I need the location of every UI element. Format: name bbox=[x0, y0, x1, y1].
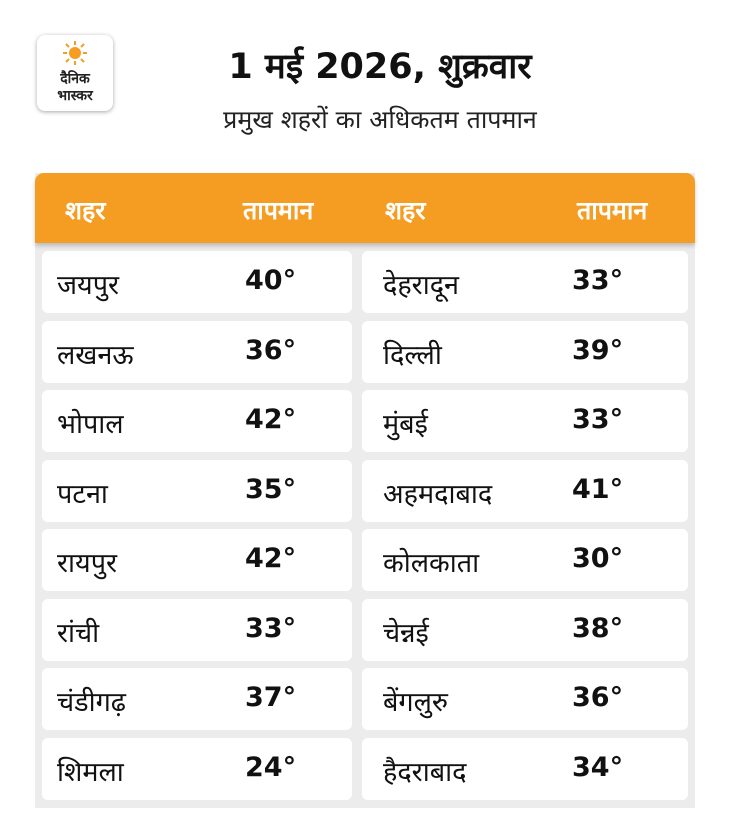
city: हैदराबाद bbox=[383, 756, 467, 788]
temperature: 42° bbox=[245, 543, 297, 574]
city: दिल्ली bbox=[383, 339, 442, 371]
row-cell: दिल्ली 39° bbox=[362, 320, 688, 383]
row-cell: कोलकाता 30° bbox=[362, 529, 688, 591]
city: भोपाल bbox=[57, 409, 124, 440]
city: बेंगलुरु bbox=[383, 687, 449, 718]
city: लखनऊ bbox=[57, 339, 134, 371]
city: देहरादून bbox=[383, 270, 460, 301]
row-cell: पटना 35° bbox=[42, 459, 352, 522]
row-cell: शिमला 24° bbox=[42, 737, 352, 800]
temperature: 33° bbox=[572, 265, 624, 296]
column-header: तापमान bbox=[577, 196, 648, 225]
temperature: 37° bbox=[245, 682, 297, 713]
temperature: 33° bbox=[245, 612, 297, 644]
logo-text: भास्कर bbox=[57, 88, 93, 104]
row-cell: हैदराबाद 34° bbox=[362, 737, 688, 800]
row-cell: रायपुर 42° bbox=[42, 529, 352, 591]
table-header: शहर तापमान शहर तापमान bbox=[35, 173, 695, 243]
temperature: 41° bbox=[572, 473, 624, 505]
logo-sun bbox=[63, 41, 87, 65]
temperature: 42° bbox=[245, 404, 297, 435]
temperature: 38° bbox=[572, 612, 624, 644]
city: पटना bbox=[57, 478, 108, 510]
city: मुंबई bbox=[383, 409, 428, 440]
row-cell: अहमदाबाद 41° bbox=[362, 459, 688, 522]
column-header: शहर bbox=[385, 196, 426, 225]
row-cell: मुंबई 33° bbox=[362, 390, 688, 452]
row-cell: जयपुर 40° bbox=[42, 251, 352, 313]
city: शिमला bbox=[57, 756, 124, 788]
logo-text: दैनिक bbox=[60, 71, 90, 87]
row-cell: चंडीगढ़ 37° bbox=[42, 668, 352, 730]
temperature: 24° bbox=[245, 751, 297, 783]
city: कोलकाता bbox=[383, 548, 480, 579]
temperature: 34° bbox=[572, 751, 624, 783]
temperature: 36° bbox=[572, 682, 624, 713]
column-header: शहर bbox=[65, 196, 106, 225]
row-cell: लखनऊ 36° bbox=[42, 320, 352, 383]
subtitle: प्रमुख शहरों का अधिकतम तापमान bbox=[223, 105, 537, 134]
city: अहमदाबाद bbox=[383, 478, 493, 510]
temperature: 30° bbox=[572, 543, 624, 574]
row-cell: बेंगलुरु 36° bbox=[362, 668, 688, 730]
row-cell: देहरादून 33° bbox=[362, 251, 688, 313]
city: जयपुर bbox=[57, 270, 120, 301]
city: चेन्नई bbox=[383, 617, 429, 649]
city: चंडीगढ़ bbox=[57, 687, 126, 718]
temperature: 33° bbox=[572, 404, 624, 435]
logo[interactable]: दैनिक भास्कर bbox=[37, 35, 113, 111]
table: शहर तापमान शहर तापमान जयपुर 40° देहरादून 33° लख… bbox=[35, 173, 695, 808]
title: 1 मई 2026, शुक्रवार bbox=[228, 47, 532, 87]
city: रांची bbox=[57, 617, 100, 649]
temperature: 35° bbox=[245, 473, 297, 505]
row-cell: रांची 33° bbox=[42, 598, 352, 661]
temperature: 40° bbox=[245, 265, 297, 296]
column-header: तापमान bbox=[243, 196, 314, 225]
row-cell: भोपाल 42° bbox=[42, 390, 352, 452]
temperature: 39° bbox=[572, 334, 624, 366]
temperature: 36° bbox=[245, 334, 297, 366]
city: रायपुर bbox=[57, 548, 118, 579]
row-cell: चेन्नई 38° bbox=[362, 598, 688, 661]
